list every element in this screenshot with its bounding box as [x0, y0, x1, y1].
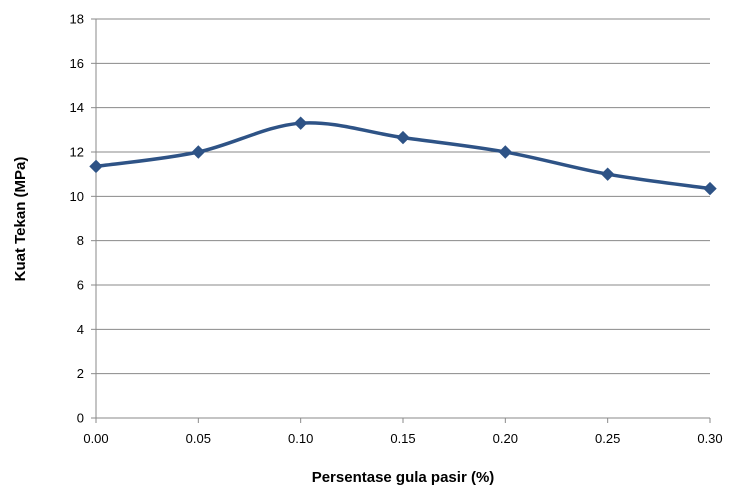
x-tick-label: 0.05: [186, 431, 211, 446]
x-tick-label: 0.15: [390, 431, 415, 446]
y-tick-label: 16: [70, 56, 84, 71]
y-tick-label: 6: [77, 278, 84, 293]
y-tick-label: 12: [70, 145, 84, 160]
y-tick-label: 10: [70, 189, 84, 204]
y-tick-label: 14: [70, 100, 84, 115]
x-tick-labels: 0.00 0.05 0.10 0.15 0.20 0.25 0.30: [83, 431, 722, 446]
y-tick-label: 18: [70, 12, 84, 27]
data-point-marker: [191, 145, 206, 159]
y-tick-labels: 0 2 4 6 8 10 12 14 16 18: [70, 12, 84, 426]
data-point-marker: [703, 181, 717, 196]
y-tick-label: 0: [77, 411, 84, 426]
y-tick-label: 8: [77, 233, 84, 248]
data-point-marker: [89, 159, 103, 174]
series: [89, 116, 717, 196]
y-axis-title: Kuat Tekan (MPa): [12, 157, 29, 282]
x-tick-label: 0.10: [288, 431, 313, 446]
x-tick-label: 0.00: [83, 431, 108, 446]
data-point-marker: [600, 167, 615, 181]
x-tick-label: 0.30: [697, 431, 722, 446]
axes: [91, 18, 711, 423]
data-point-marker: [293, 116, 308, 130]
gridlines: [96, 18, 710, 375]
data-point-marker: [396, 130, 410, 145]
x-tick-label: 0.20: [493, 431, 518, 446]
y-tick-label: 4: [77, 322, 84, 337]
y-tick-label: 2: [77, 366, 84, 381]
data-point-marker: [498, 145, 513, 159]
x-tick-label: 0.25: [595, 431, 620, 446]
x-axis-title: Persentase gula pasir (%): [312, 469, 495, 486]
